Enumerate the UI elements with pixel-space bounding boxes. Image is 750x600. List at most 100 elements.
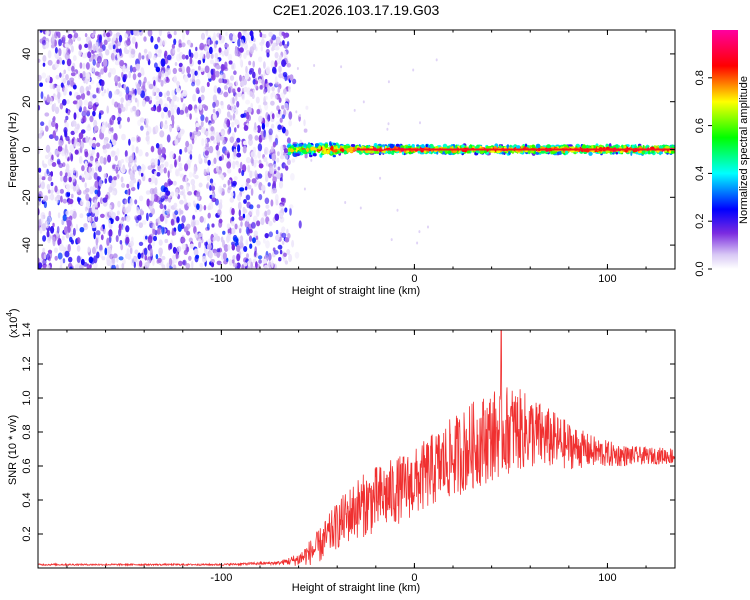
spectrogram-cell [99, 244, 103, 252]
x-tick-label: -100 [210, 273, 232, 285]
spectrogram-cell [210, 130, 216, 137]
spectrogram-cell [218, 156, 223, 162]
spectrogram-cell [219, 136, 225, 141]
spectrogram-cell [279, 216, 285, 223]
spectrogram-cell [95, 237, 99, 246]
spectrogram-cell [467, 149, 471, 154]
spectrogram-cell [138, 195, 144, 202]
spectrogram-cell [163, 167, 167, 174]
spectrogram-cell [256, 220, 261, 227]
spectrogram-cell [195, 117, 199, 122]
spectrogram-cell [304, 154, 308, 159]
spectrogram-cell [74, 123, 80, 130]
spectrogram-cell [126, 189, 130, 196]
spectrogram-cell [174, 138, 179, 146]
spectrogram-cell [81, 129, 86, 134]
spectrogram-cell [276, 157, 280, 163]
spectrogram-cell [243, 199, 247, 204]
spectrogram-cell [91, 222, 97, 229]
spectrogram-cell [254, 122, 257, 131]
spectrogram-cell [157, 257, 162, 263]
spectrogram-cell [287, 151, 292, 156]
spectrogram-cell [176, 47, 181, 53]
spectrogram-cell [46, 230, 50, 238]
spectrogram-cell [40, 181, 46, 190]
spectrogram-cell [146, 212, 149, 222]
spectrogram-cell [59, 102, 64, 110]
spectrogram-cell [88, 166, 92, 175]
spectrogram-cell [94, 71, 100, 76]
spectrogram-cell [234, 223, 238, 230]
spectrogram-cell [67, 157, 70, 162]
spectrogram-cell [194, 70, 198, 76]
spectrogram-cell [133, 256, 138, 263]
spectrogram-cell [106, 88, 110, 94]
spectrogram-cell [602, 151, 606, 154]
spectrogram-cell [255, 80, 258, 85]
spectrogram-cell [45, 125, 49, 132]
spectrogram-cell [242, 213, 246, 219]
spectrogram-cell [150, 145, 155, 153]
spectrogram-cell [525, 143, 527, 148]
spectrogram-cell [664, 146, 670, 149]
spectrogram-cell [198, 65, 201, 71]
spectrogram-cell [161, 226, 165, 235]
spectrogram-cell [313, 64, 316, 67]
spectrogram-cell [54, 197, 58, 202]
spectrogram-cell [134, 109, 140, 118]
spectrogram-cell [182, 259, 187, 266]
spectrogram-cell [237, 194, 242, 202]
spectrogram-cell [236, 253, 241, 262]
spectrogram-cell [213, 157, 217, 165]
spectrogram-cell [274, 76, 278, 84]
spectrogram-cell [74, 138, 78, 145]
chart-title: C2E1.2026.103.17.19.G03 [273, 2, 440, 18]
spectrogram-cell [131, 152, 135, 160]
spectrogram-cell [183, 198, 187, 205]
spectrogram-cell [283, 88, 287, 95]
spectrogram-cell [170, 107, 175, 116]
spectrogram-cell [245, 214, 251, 222]
spectrogram-cell [546, 144, 552, 149]
spectrogram-cell [110, 52, 115, 61]
spectrogram-cell [130, 48, 136, 55]
spectrogram-cell [154, 157, 159, 167]
spectrogram-cell [116, 41, 121, 47]
spectrogram-cell [228, 82, 233, 88]
spectrogram-cell [46, 168, 49, 175]
spectrogram-cell [101, 79, 105, 87]
spectrogram-cell [310, 146, 316, 151]
spectrogram-cell [264, 254, 269, 261]
spectrogram-cell [298, 148, 302, 152]
spectrogram-cell [62, 198, 68, 204]
spectrogram-cell [96, 152, 100, 159]
spectrogram-cell [251, 266, 257, 269]
spectrogram-cell [187, 202, 192, 208]
spectrogram-cell [164, 50, 168, 57]
spectrogram-cell [118, 82, 121, 88]
spectrogram-cell [241, 169, 245, 177]
spectrogram-cell [160, 163, 164, 168]
snr-y-ticks: 0.2 0.4 0.6 0.8 1.0 1.2 1.4 [21, 322, 675, 542]
spectrogram-cell [223, 91, 229, 98]
spectrogram-cell [42, 259, 47, 265]
spectrogram-cell [253, 162, 257, 168]
spectrogram-cell [168, 258, 173, 266]
spectrogram-cell [236, 238, 239, 243]
spectrogram-cell [193, 166, 197, 175]
spectrogram-cell [121, 133, 126, 141]
spectrogram-cell [115, 215, 120, 222]
spectrogram-cell [237, 31, 242, 40]
spectrogram-cell [68, 38, 73, 46]
spectrogram-cell [167, 33, 172, 39]
spectrogram-cell [121, 263, 125, 269]
spectrogram-cell [166, 262, 170, 269]
spectrogram-cell [287, 233, 291, 239]
spectrogram-cell [64, 129, 67, 138]
spectrogram-cell [55, 122, 59, 130]
spectrogram-cell [154, 186, 158, 194]
spectrogram-cell [132, 105, 137, 112]
spectrogram-cell [284, 102, 289, 110]
spectrogram-cell [100, 68, 104, 75]
snr-panel: -100 0 100 0.2 0.4 0.6 0.8 1.0 1.2 1.4 Height of… [5, 308, 676, 594]
